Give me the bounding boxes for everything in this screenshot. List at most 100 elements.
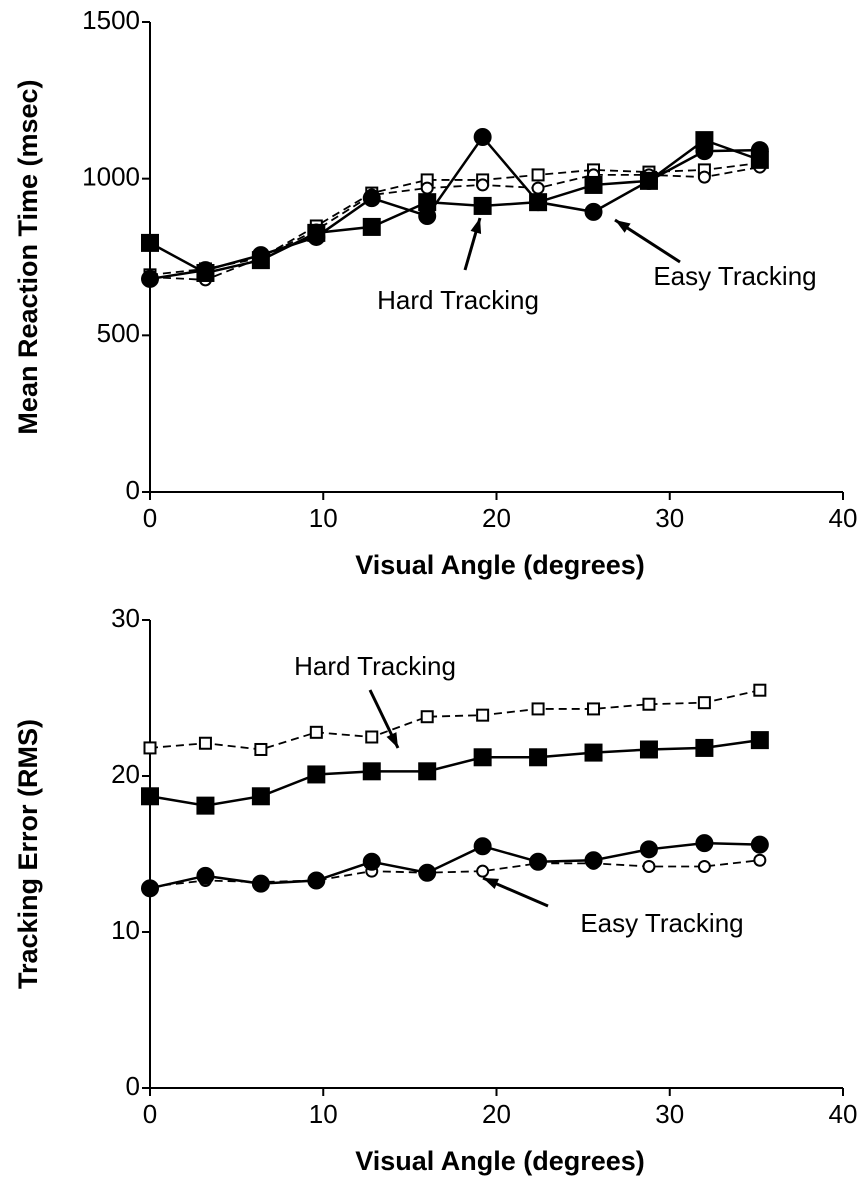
square-marker bbox=[750, 731, 769, 750]
y-tick-label: 0 bbox=[126, 1071, 140, 1101]
square-marker bbox=[695, 738, 714, 757]
square-marker bbox=[365, 730, 379, 744]
y-tick-label: 30 bbox=[111, 603, 140, 633]
square-marker bbox=[697, 696, 711, 710]
square-marker bbox=[307, 765, 326, 784]
square-marker bbox=[362, 762, 381, 781]
square-marker bbox=[141, 787, 159, 806]
circle-marker bbox=[476, 864, 490, 878]
circle-marker bbox=[584, 202, 603, 221]
square-marker bbox=[143, 741, 157, 755]
circle-marker bbox=[529, 852, 548, 871]
square-marker bbox=[753, 683, 767, 697]
square-marker bbox=[529, 748, 548, 767]
series-line bbox=[149, 841, 760, 890]
circle-marker bbox=[584, 851, 603, 870]
x-tick-label: 20 bbox=[482, 1099, 511, 1129]
square-marker bbox=[420, 710, 434, 724]
circle-marker bbox=[639, 171, 658, 190]
circle-marker bbox=[141, 269, 159, 288]
square-marker bbox=[418, 762, 437, 781]
y-tick-label: 1500 bbox=[82, 5, 140, 35]
circle-marker bbox=[307, 871, 326, 890]
x-axis-label: Visual Angle (degrees) bbox=[355, 550, 645, 580]
x-tick-label: 30 bbox=[655, 1099, 684, 1129]
circle-marker bbox=[750, 141, 769, 160]
circle-marker bbox=[141, 879, 159, 898]
square-marker bbox=[642, 697, 656, 711]
arrow-head bbox=[386, 732, 398, 748]
series-line bbox=[149, 162, 760, 276]
x-tick-label: 10 bbox=[309, 503, 338, 533]
annotation: Easy Tracking bbox=[580, 908, 743, 938]
circle-marker bbox=[473, 127, 492, 146]
circle-marker bbox=[251, 874, 270, 893]
square-marker bbox=[362, 217, 381, 236]
circle-marker bbox=[639, 840, 658, 859]
circle-marker bbox=[420, 181, 434, 195]
circle-marker bbox=[476, 178, 490, 192]
y-tick-label: 10 bbox=[111, 915, 140, 945]
circle-marker bbox=[418, 206, 437, 225]
series-line bbox=[149, 689, 761, 751]
x-tick-label: 40 bbox=[829, 503, 858, 533]
circle-marker bbox=[695, 834, 714, 853]
square-marker bbox=[531, 168, 545, 182]
x-tick-label: 10 bbox=[309, 1099, 338, 1129]
circle-marker bbox=[642, 859, 656, 873]
y-tick-label: 1000 bbox=[82, 162, 140, 192]
circle-marker bbox=[531, 181, 545, 195]
circle-marker bbox=[695, 142, 714, 161]
square-marker bbox=[531, 702, 545, 716]
circle-marker bbox=[307, 227, 326, 246]
square-marker bbox=[584, 175, 603, 194]
circle-marker bbox=[473, 837, 492, 856]
arrow-head bbox=[470, 218, 482, 234]
series-line bbox=[149, 138, 761, 275]
circle-marker bbox=[196, 866, 215, 885]
series-line bbox=[149, 859, 760, 888]
annotation: Hard Tracking bbox=[294, 651, 456, 681]
y-tick-label: 0 bbox=[126, 475, 140, 505]
square-marker bbox=[251, 787, 270, 806]
square-marker bbox=[473, 196, 492, 215]
circle-marker bbox=[196, 261, 215, 280]
x-tick-label: 0 bbox=[143, 1099, 157, 1129]
circle-marker bbox=[362, 189, 381, 208]
arrow-head bbox=[615, 220, 631, 233]
arrow-head bbox=[483, 878, 499, 889]
x-tick-label: 30 bbox=[655, 503, 684, 533]
y-tick-label: 20 bbox=[111, 759, 140, 789]
square-marker bbox=[254, 742, 268, 756]
annotation: Hard Tracking bbox=[377, 285, 539, 315]
series-line bbox=[149, 738, 761, 807]
annotation: Easy Tracking bbox=[653, 261, 816, 291]
y-tick-label: 500 bbox=[97, 318, 140, 348]
circle-marker bbox=[362, 852, 381, 871]
x-tick-label: 0 bbox=[143, 503, 157, 533]
circle-marker bbox=[418, 863, 437, 882]
circle-marker bbox=[750, 835, 769, 854]
square-marker bbox=[196, 796, 215, 815]
x-axis-label: Visual Angle (degrees) bbox=[355, 1146, 645, 1176]
y-axis-label: Tracking Error (RMS) bbox=[13, 719, 43, 989]
circle-marker bbox=[529, 193, 548, 212]
square-marker bbox=[198, 736, 212, 750]
circle-marker bbox=[753, 853, 767, 867]
circle-marker bbox=[251, 246, 270, 265]
square-marker bbox=[473, 748, 492, 767]
square-marker bbox=[639, 740, 658, 759]
square-marker bbox=[309, 725, 323, 739]
x-tick-label: 20 bbox=[482, 503, 511, 533]
square-marker bbox=[587, 702, 601, 716]
square-marker bbox=[476, 708, 490, 722]
square-marker bbox=[584, 743, 603, 762]
circle-marker bbox=[697, 170, 711, 184]
square-marker bbox=[141, 233, 159, 252]
series-line bbox=[149, 134, 760, 281]
y-axis-label: Mean Reaction Time (msec) bbox=[13, 79, 43, 434]
x-tick-label: 40 bbox=[829, 1099, 858, 1129]
circle-marker bbox=[697, 859, 711, 873]
